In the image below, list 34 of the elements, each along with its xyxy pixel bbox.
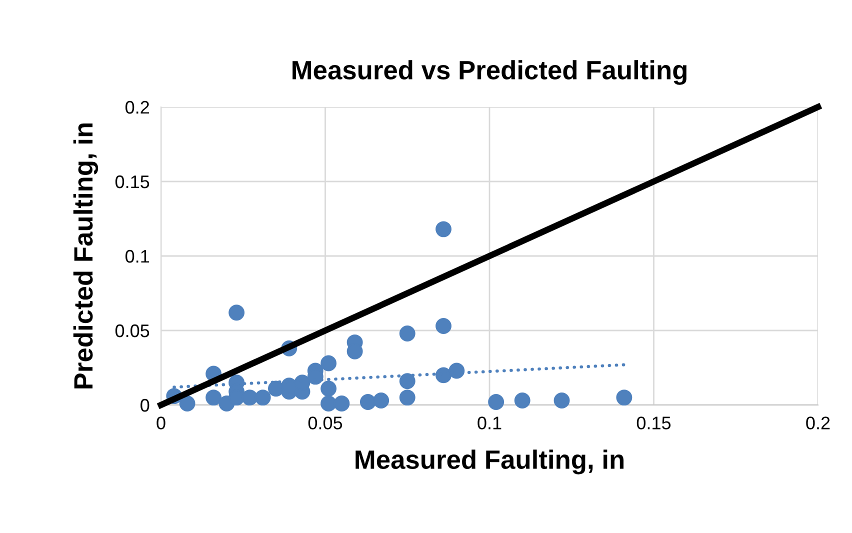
x-axis-title: Measured Faulting, in	[356, 450, 624, 474]
point	[616, 390, 632, 406]
x-tick-label: 0.05	[308, 416, 342, 430]
x-tick-label: 0.2	[806, 416, 830, 430]
chart-title: Measured vs Predicted Faulting	[292, 60, 686, 85]
point	[254, 390, 271, 406]
x-tick-label: 0.1	[478, 416, 502, 430]
point	[436, 221, 452, 238]
point	[179, 396, 196, 412]
point	[334, 396, 350, 412]
point	[242, 390, 258, 406]
y-tick-label: 0.2	[125, 100, 149, 114]
point	[399, 390, 416, 406]
point	[488, 394, 504, 410]
point	[360, 394, 376, 410]
point	[448, 362, 465, 379]
x-tick-label: 0	[156, 416, 166, 430]
y-tick-label: 0	[140, 398, 150, 412]
point	[399, 373, 416, 390]
y-axis-title: Predicted Faulting, in	[73, 123, 98, 388]
point	[399, 326, 416, 342]
x-tick-label: 0.15	[636, 416, 671, 430]
y-tick-label: 0.15	[115, 175, 150, 188]
point	[320, 355, 337, 372]
point	[514, 392, 530, 409]
point	[320, 396, 337, 412]
point	[320, 380, 337, 397]
point	[373, 392, 390, 409]
point	[206, 390, 222, 406]
point	[228, 304, 245, 321]
y-tick-label: 0.05	[115, 324, 150, 338]
point	[436, 318, 452, 334]
point	[554, 392, 570, 409]
y-tick-label: 0.1	[125, 250, 150, 263]
